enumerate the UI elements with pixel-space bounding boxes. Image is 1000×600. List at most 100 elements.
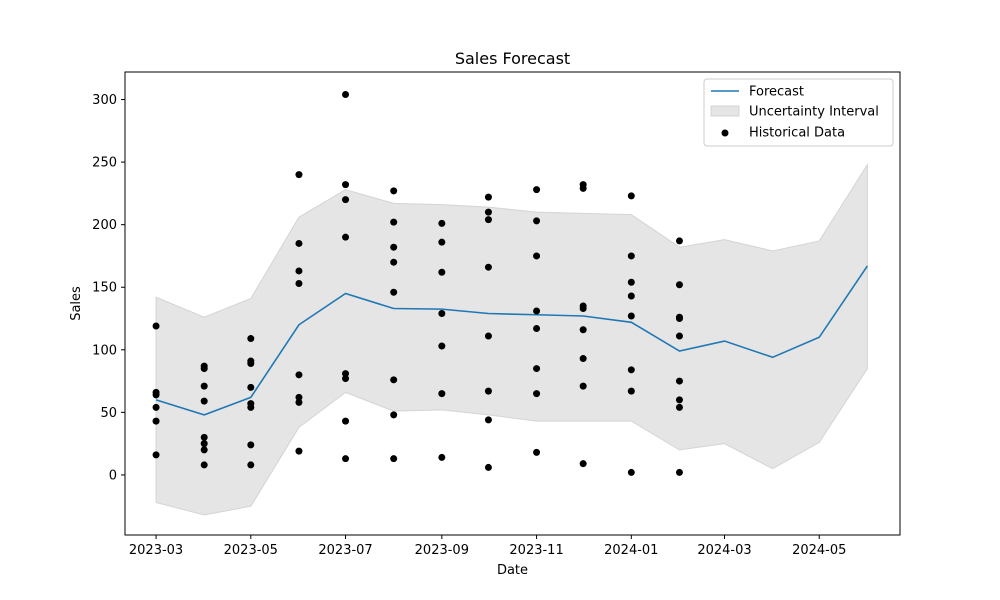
historical-data-point (579, 382, 587, 390)
plot-area (152, 91, 869, 516)
historical-data-point (152, 322, 160, 330)
historical-data-point (200, 461, 208, 469)
historical-data-point (247, 403, 255, 411)
x-tick-label: 2024-01 (604, 543, 658, 558)
uncertainty-interval-band (155, 162, 868, 516)
historical-data-point (247, 335, 255, 343)
historical-data-point (247, 441, 255, 449)
y-tick-label: 250 (92, 156, 117, 171)
historical-data-point (627, 278, 635, 286)
historical-data-point (152, 391, 160, 399)
historical-data-point (484, 193, 492, 201)
historical-data-point (342, 370, 350, 378)
historical-data-point (533, 390, 541, 398)
historical-data-point (295, 398, 303, 406)
historical-data-point (627, 312, 635, 320)
historical-data-point (579, 184, 587, 192)
historical-data-point (627, 387, 635, 395)
historical-data-point (247, 383, 255, 391)
legend-forecast-label: Forecast (749, 85, 804, 100)
historical-data-point (295, 371, 303, 379)
historical-data-point (533, 252, 541, 260)
historical-data-point (579, 326, 587, 334)
y-tick-label: 50 (100, 406, 117, 421)
historical-data-point (627, 252, 635, 260)
historical-data-point (342, 375, 350, 383)
historical-data-point (675, 468, 683, 476)
historical-data-point (295, 267, 303, 275)
historical-data-point (627, 468, 635, 476)
historical-data-point (295, 171, 303, 179)
historical-data-point (533, 217, 541, 225)
legend-box (703, 78, 894, 147)
historical-data-point (390, 187, 398, 195)
historical-data-point (390, 376, 398, 384)
historical-data-point (627, 192, 635, 200)
historical-data-point (675, 396, 683, 404)
historical-data-point (579, 355, 587, 363)
historical-data-point (438, 238, 446, 246)
historical-data-point (342, 196, 350, 204)
historical-data-point (675, 281, 683, 289)
legend: Forecast Uncertainty Interval Historical… (703, 78, 894, 147)
historical-data-point (390, 258, 398, 266)
historical-data-point (484, 208, 492, 216)
historical-data-point (579, 460, 587, 468)
y-tick-label: 150 (92, 281, 117, 296)
historical-data-point (342, 233, 350, 241)
forecast-line (155, 265, 869, 416)
historical-data-point (295, 393, 303, 401)
historical-data-point (533, 365, 541, 373)
historical-data-point (675, 315, 683, 323)
legend-historical-label: Historical Data (749, 126, 845, 141)
x-tick-label: 2023-03 (129, 543, 183, 558)
x-tick-label: 2023-07 (318, 543, 372, 558)
legend-interval-label: Uncertainty Interval (749, 105, 879, 120)
y-tick-label: 0 (109, 468, 117, 483)
historical-data-point (200, 433, 208, 441)
historical-data-point (438, 342, 446, 350)
x-axis: 2023-03 2023-05 2023-07 2023-09 2023-11 2024-… (129, 535, 846, 558)
historical-data-point (152, 451, 160, 459)
historical-data-point (152, 417, 160, 425)
historical-data-point (200, 365, 208, 373)
legend-historical-swatch (721, 129, 729, 137)
historical-data-point (484, 463, 492, 471)
historical-data-point (484, 416, 492, 424)
axes-frame (124, 71, 901, 536)
historical-data-point (390, 243, 398, 251)
historical-data-point (533, 186, 541, 194)
historical-data-point (533, 307, 541, 315)
x-tick-label: 2024-03 (697, 543, 751, 558)
historical-data-point (627, 366, 635, 374)
chart-title: Sales Forecast (455, 49, 570, 68)
historical-data-point (200, 382, 208, 390)
historical-data-point (342, 455, 350, 463)
x-axis-label: Date (497, 563, 528, 578)
x-tick-label: 2023-09 (415, 543, 469, 558)
historical-data-point (627, 292, 635, 300)
historical-data-point (295, 239, 303, 247)
historical-data-point (438, 453, 446, 461)
historical-data-point (390, 218, 398, 226)
historical-data-point (342, 181, 350, 189)
historical-data-point (200, 440, 208, 448)
historical-data-point (438, 390, 446, 398)
y-tick-label: 100 (92, 343, 117, 358)
historical-data-point (390, 411, 398, 419)
historical-data-point (438, 219, 446, 227)
historical-data-point (247, 360, 255, 368)
historical-data-point (152, 403, 160, 411)
historical-data-point (484, 387, 492, 395)
historical-data-point (342, 91, 350, 99)
historical-data-point (675, 403, 683, 411)
y-tick-label: 200 (92, 218, 117, 233)
historical-data-point (533, 325, 541, 333)
y-axis-label: Sales (69, 286, 84, 321)
historical-data-point (579, 305, 587, 313)
historical-data-point (675, 332, 683, 340)
historical-data-point (390, 288, 398, 296)
historical-data-point (390, 455, 398, 463)
historical-data-point (675, 237, 683, 245)
historical-data-point (295, 279, 303, 287)
